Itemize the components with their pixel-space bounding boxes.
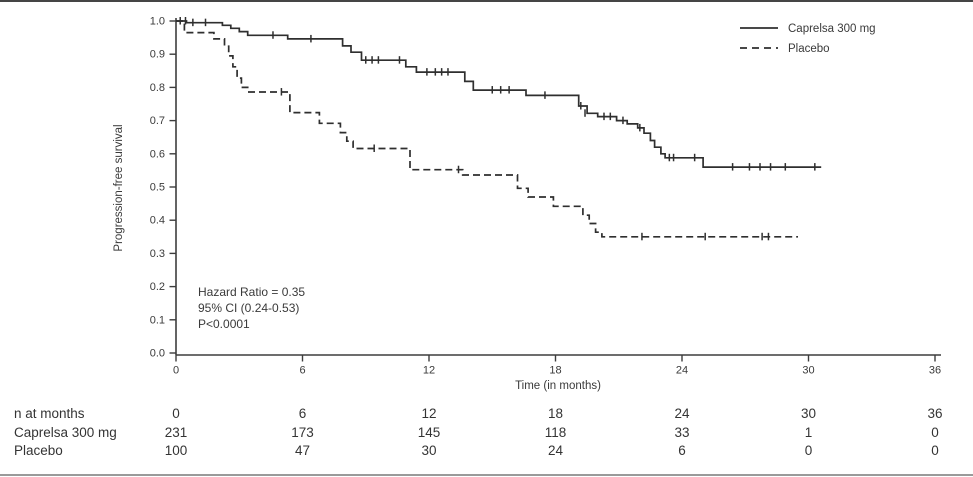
- legend-label: Caprelsa 300 mg: [788, 23, 876, 35]
- km-plot: 0.0 0.1 0.2 0.3 0.4 0.5 0.6 0.7 0.8 0.9 1.0 0 6 12 18 2…: [113, 16, 941, 393]
- risk-table-header-row: n at months 0 6 12 18 24 30 36: [0, 406, 973, 424]
- stats-annotation-line: Hazard Ratio = 0.35: [198, 285, 305, 299]
- risk-cell: 6: [678, 443, 686, 458]
- stats-annotation-line: P<0.0001: [198, 317, 250, 331]
- risk-cell: 0: [931, 425, 939, 440]
- x-tick-label: 6: [299, 365, 305, 377]
- km-curve-placebo: [176, 20, 798, 238]
- y-tick-label: 0.9: [150, 49, 165, 61]
- legend: [740, 27, 778, 49]
- y-tick-label: 0.3: [150, 248, 165, 260]
- risk-cell: 231: [164, 425, 188, 440]
- y-tick-label: 0.8: [150, 82, 165, 94]
- x-tick-label: 36: [929, 365, 941, 377]
- y-tick-label: 0.1: [150, 314, 165, 326]
- y-tick-label: 0.4: [150, 215, 165, 227]
- risk-cell: 24: [674, 406, 690, 421]
- risk-cell: 30: [421, 443, 437, 458]
- risk-cell: 173: [291, 425, 314, 440]
- risk-row-label: Placebo: [14, 443, 63, 458]
- y-tick-label: 0.5: [150, 182, 165, 194]
- legend-label: Placebo: [788, 43, 830, 55]
- risk-table-row: Caprelsa 300 mg 231 173 145 118 33 1 0: [0, 425, 973, 443]
- risk-cell: 12: [421, 406, 437, 421]
- x-axis-title: Time (in months): [515, 380, 601, 392]
- risk-cell: 6: [298, 406, 307, 421]
- risk-cell: 33: [674, 425, 690, 440]
- risk-cell: 18: [547, 406, 564, 421]
- y-tick-label: 1.0: [150, 16, 165, 28]
- risk-cell: 0: [931, 443, 939, 458]
- x-tick-label: 18: [549, 365, 561, 377]
- x-tick-label: 12: [423, 365, 435, 377]
- y-tick-label: 0.7: [150, 115, 165, 127]
- risk-row-label: Caprelsa 300 mg: [14, 425, 117, 440]
- risk-cell: 100: [164, 443, 188, 458]
- y-axis-title: Progression-free survival: [113, 124, 125, 251]
- y-tick-label: 0.2: [150, 281, 165, 293]
- risk-cell: 1: [804, 425, 813, 440]
- x-tick-label: 0: [173, 365, 179, 377]
- risk-cell: 30: [800, 406, 817, 421]
- risk-cell: 36: [927, 406, 943, 421]
- km-curve-caprelsa-300-mg: [176, 20, 822, 168]
- y-tick-label: 0.0: [150, 348, 165, 360]
- risk-cell: 0: [172, 406, 180, 421]
- risk-table-row: Placebo 100 47 30 24 6 0 0: [0, 443, 973, 461]
- risk-table: n at months 0 6 12 18 24 30 36 Caprelsa 300 mg 23…: [0, 400, 973, 470]
- risk-cell: 47: [294, 443, 311, 458]
- y-tick-label: 0.6: [150, 148, 165, 160]
- risk-row-label: n at months: [14, 406, 85, 421]
- bottom-border-line: [0, 474, 973, 476]
- x-tick-label: 30: [802, 365, 814, 377]
- risk-cell: 0: [804, 443, 813, 458]
- stats-annotation-line: 95% CI (0.24-0.53): [198, 301, 299, 315]
- risk-cell: 118: [544, 425, 567, 440]
- top-border-line: [0, 0, 973, 2]
- x-tick-label: 24: [676, 365, 688, 377]
- risk-cell: 24: [547, 443, 564, 458]
- risk-cell: 145: [417, 425, 441, 440]
